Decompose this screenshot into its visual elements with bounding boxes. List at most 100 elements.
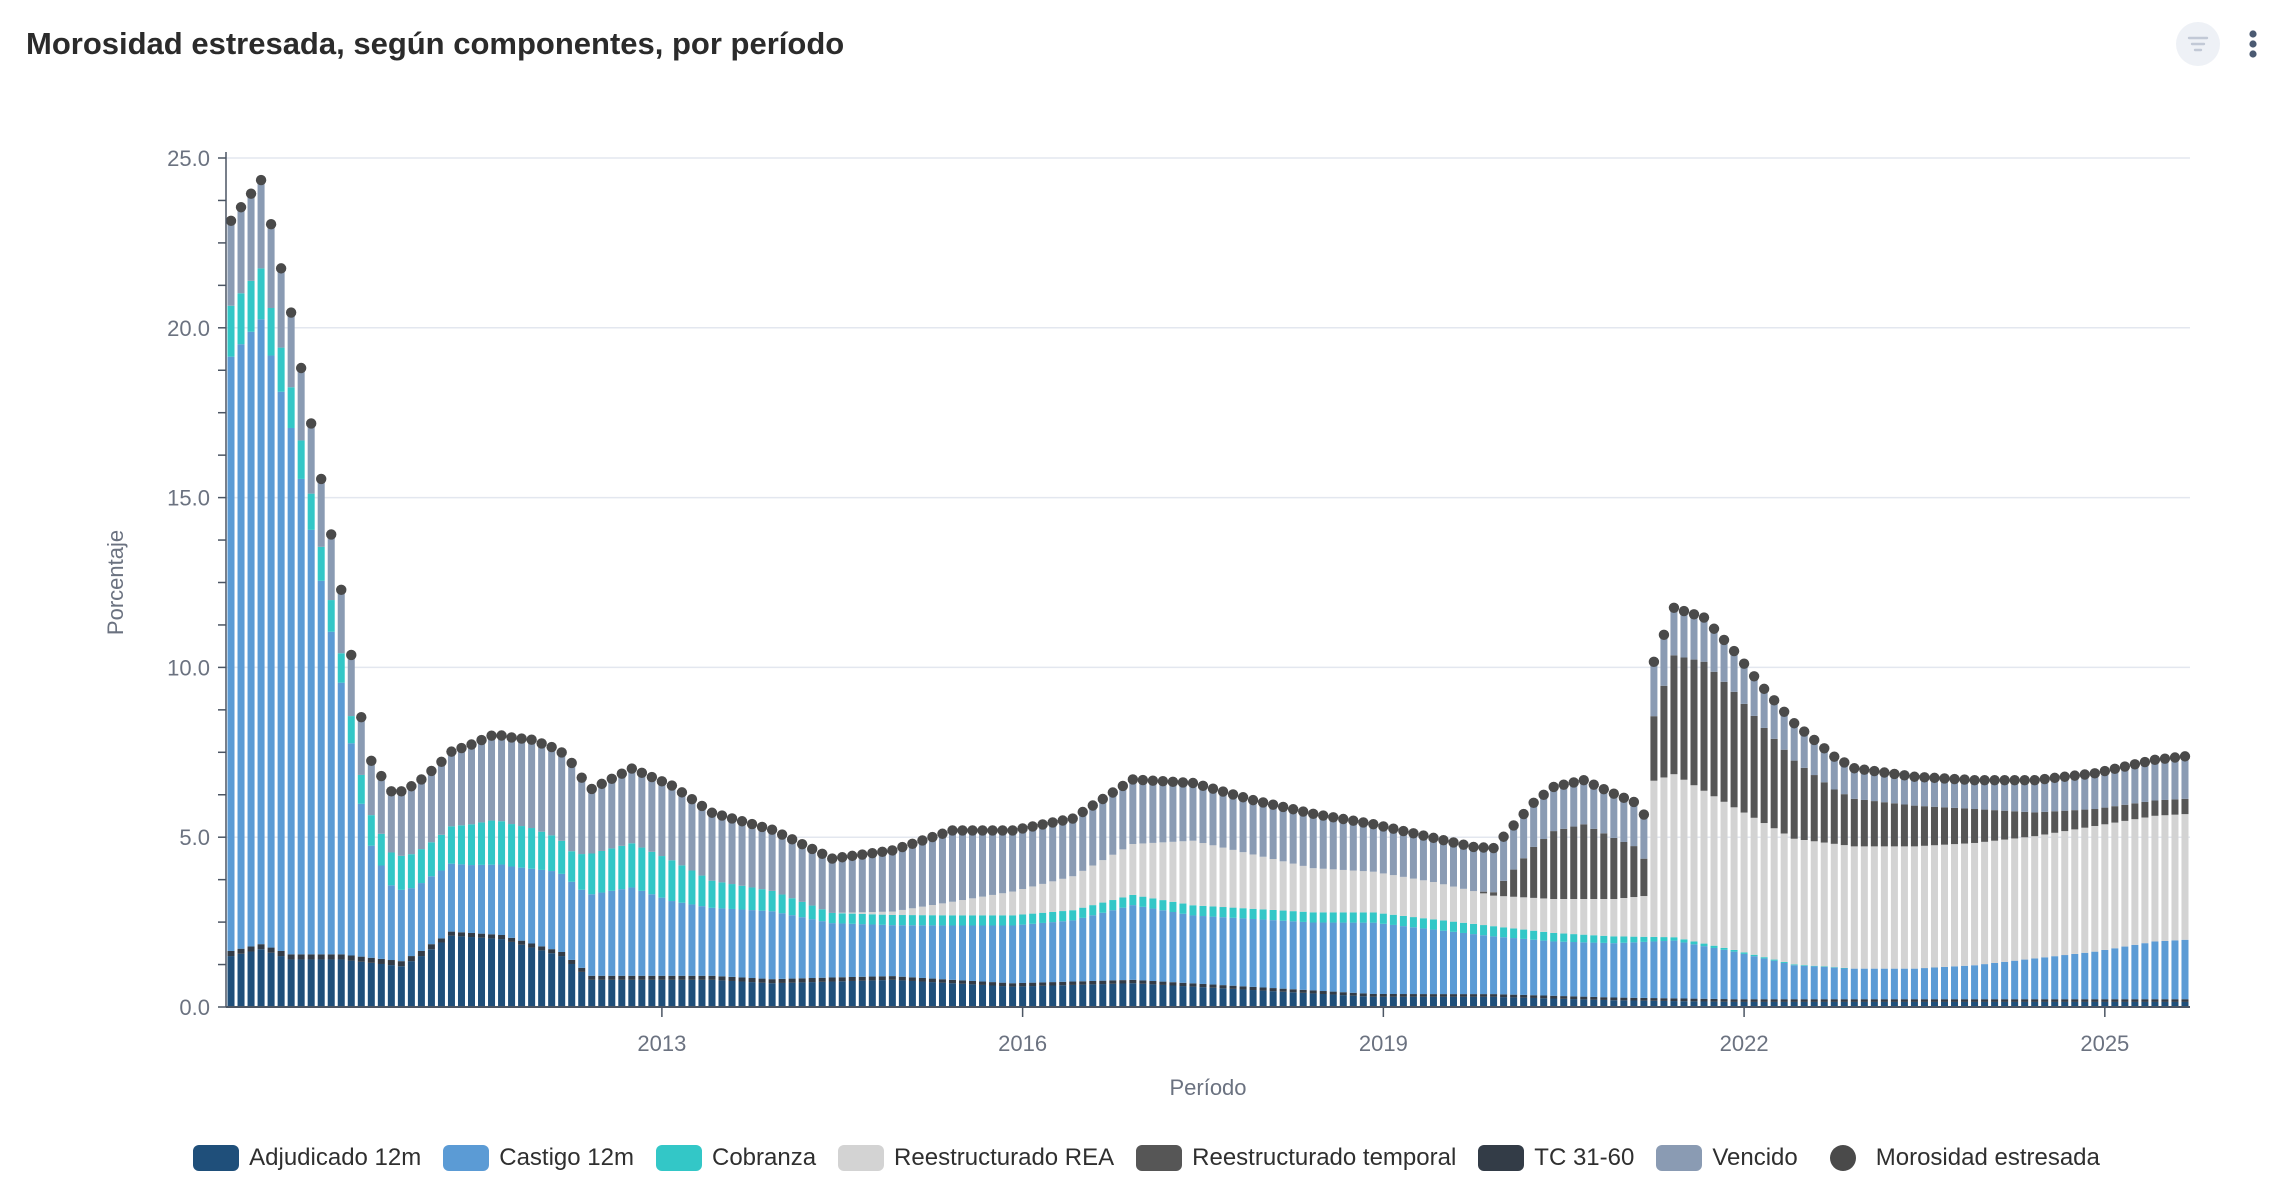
bar-segment-vencido[interactable] [728, 818, 736, 885]
bar-segment-adjudicado-12m[interactable] [1640, 1000, 1648, 1007]
bar-segment-vencido[interactable] [1510, 825, 1518, 870]
bar-segment-castigo-12m[interactable] [1029, 923, 1037, 983]
bar-segment-castigo-12m[interactable] [1149, 908, 1157, 982]
bar-segment-castigo-12m[interactable] [1560, 941, 1568, 997]
total-marker[interactable] [1508, 820, 1519, 831]
bar-segment-castigo-12m[interactable] [1289, 921, 1297, 990]
bar-segment-castigo-12m[interactable] [1610, 943, 1618, 998]
bar-segment-castigo-12m[interactable] [578, 889, 586, 968]
bar-segment-reestructurado-temporal[interactable] [2071, 810, 2079, 830]
bar-segment-vencido[interactable] [898, 847, 906, 910]
total-marker[interactable] [416, 774, 427, 785]
bar-segment-adjudicado-12m[interactable] [1109, 983, 1117, 1007]
bar-segment-adjudicado-12m[interactable] [1830, 1001, 1838, 1007]
bar-segment-tc-31-60[interactable] [718, 976, 726, 981]
bar-segment-vencido[interactable] [989, 830, 997, 895]
bar-segment-vencido[interactable] [1029, 826, 1037, 887]
bar-segment-vencido[interactable] [2101, 771, 2109, 808]
bar-segment-castigo-12m[interactable] [1470, 934, 1478, 995]
bar-segment-reestructurado-rea[interactable] [1880, 846, 1888, 969]
bar-segment-castigo-12m[interactable] [1460, 932, 1468, 995]
total-marker[interactable] [1678, 605, 1690, 617]
total-marker[interactable] [1688, 609, 1700, 620]
bar-segment-adjudicado-12m[interactable] [1850, 1001, 1858, 1007]
bar-segment-reestructurado-rea[interactable] [1930, 845, 1938, 968]
bar-segment-reestructurado-rea[interactable] [999, 893, 1007, 916]
bar-segment-castigo-12m[interactable] [1800, 965, 1808, 1000]
bar-segment-castigo-12m[interactable] [1059, 921, 1067, 982]
bar-segment-cobranza[interactable] [1139, 896, 1147, 907]
bar-segment-vencido[interactable] [1379, 826, 1387, 874]
bar-segment-cobranza[interactable] [518, 826, 526, 868]
bar-segment-tc-31-60[interactable] [327, 954, 335, 960]
bar-segment-adjudicado-12m[interactable] [1610, 1000, 1618, 1007]
bar-segment-vencido[interactable] [1299, 811, 1307, 866]
total-marker[interactable] [305, 418, 317, 429]
bar-segment-tc-31-60[interactable] [668, 975, 676, 980]
total-marker[interactable] [376, 770, 387, 782]
bar-segment-adjudicado-12m[interactable] [1129, 983, 1137, 1007]
bar-segment-castigo-12m[interactable] [1389, 924, 1397, 994]
bar-segment-reestructurado-rea[interactable] [1730, 807, 1738, 950]
bar-segment-reestructurado-rea[interactable] [2011, 838, 2019, 961]
bar-segment-cobranza[interactable] [1600, 935, 1608, 943]
bar-segment-reestructurado-temporal[interactable] [1660, 685, 1668, 778]
bar-segment-castigo-12m[interactable] [518, 867, 526, 941]
bar-segment-vencido[interactable] [1981, 780, 1989, 810]
bar-segment-reestructurado-rea[interactable] [1500, 896, 1508, 928]
bar-segment-adjudicado-12m[interactable] [1820, 1001, 1828, 1007]
bar-segment-reestructurado-temporal[interactable] [2001, 810, 2009, 840]
bar-segment-vencido[interactable] [1209, 788, 1217, 846]
bar-segment-reestructurado-rea[interactable] [1329, 869, 1337, 913]
bar-segment-reestructurado-temporal[interactable] [1640, 858, 1648, 897]
bar-segment-adjudicado-12m[interactable] [568, 963, 576, 1007]
bar-segment-adjudicado-12m[interactable] [2111, 1001, 2119, 1007]
bar-segment-reestructurado-temporal[interactable] [1981, 809, 1989, 842]
total-marker[interactable] [446, 746, 457, 757]
bar-segment-adjudicado-12m[interactable] [2121, 1001, 2129, 1007]
bar-segment-castigo-12m[interactable] [718, 908, 726, 977]
bar-segment-vencido[interactable] [1119, 785, 1127, 850]
legend-item-reestructurado-rea[interactable]: Reestructurado REA [838, 1144, 1114, 1172]
bar-segment-vencido[interactable] [858, 854, 866, 913]
bar-segment-adjudicado-12m[interactable] [999, 986, 1007, 1007]
bar-segment-adjudicado-12m[interactable] [1319, 993, 1327, 1007]
bar-segment-adjudicado-12m[interactable] [297, 959, 305, 1007]
bar-segment-castigo-12m[interactable] [1660, 941, 1668, 999]
bar-segment-tc-31-60[interactable] [948, 979, 956, 984]
bar-segment-castigo-12m[interactable] [2151, 941, 2159, 1000]
bar-segment-tc-31-60[interactable] [728, 976, 736, 981]
total-marker[interactable] [1758, 683, 1770, 695]
bar-segment-adjudicado-12m[interactable] [447, 935, 455, 1007]
bar-segment-cobranza[interactable] [1690, 941, 1698, 945]
bar-segment-adjudicado-12m[interactable] [2141, 1001, 2149, 1007]
bar-segment-cobranza[interactable] [918, 915, 926, 926]
total-marker[interactable] [806, 843, 818, 855]
bar-segment-cobranza[interactable] [528, 828, 536, 869]
bar-segment-cobranza[interactable] [508, 824, 516, 867]
bar-segment-castigo-12m[interactable] [858, 924, 866, 977]
bar-segment-castigo-12m[interactable] [1309, 922, 1317, 991]
bar-segment-adjudicado-12m[interactable] [1730, 1001, 1738, 1007]
bar-segment-vencido[interactable] [1359, 822, 1367, 872]
bar-segment-cobranza[interactable] [1449, 921, 1457, 932]
bar-segment-vencido[interactable] [297, 367, 305, 441]
bar-segment-tc-31-60[interactable] [1620, 997, 1628, 1001]
bar-segment-castigo-12m[interactable] [1590, 942, 1598, 997]
bar-segment-adjudicado-12m[interactable] [928, 982, 936, 1007]
total-marker[interactable] [2069, 770, 2080, 781]
bar-segment-reestructurado-temporal[interactable] [2181, 798, 2189, 815]
total-marker[interactable] [526, 734, 537, 745]
total-marker[interactable] [1618, 792, 1630, 804]
bar-segment-tc-31-60[interactable] [578, 967, 586, 972]
bar-segment-vencido[interactable] [1460, 844, 1468, 889]
bar-segment-tc-31-60[interactable] [1049, 982, 1057, 986]
bar-segment-cobranza[interactable] [1680, 939, 1688, 943]
total-marker[interactable] [1047, 817, 1058, 828]
bar-segment-adjudicado-12m[interactable] [1139, 983, 1147, 1007]
total-marker[interactable] [366, 755, 377, 766]
total-marker[interactable] [646, 771, 658, 783]
bar-segment-tc-31-60[interactable] [1259, 987, 1267, 991]
bar-segment-cobranza[interactable] [1590, 935, 1598, 943]
bar-segment-vencido[interactable] [658, 781, 666, 857]
